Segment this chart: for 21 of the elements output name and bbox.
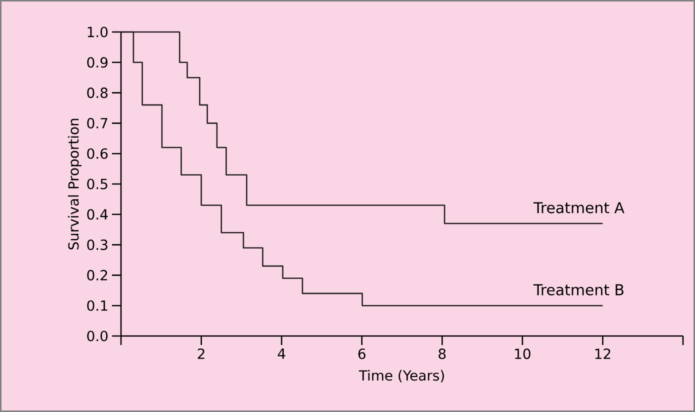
x-tick-label: 6 bbox=[358, 348, 366, 360]
x-tick-label: 4 bbox=[278, 348, 286, 359]
x-tick-label: 12 bbox=[595, 348, 610, 359]
x-tick-label: 8 bbox=[438, 348, 446, 360]
y-tick-label: 0.6 bbox=[87, 148, 108, 159]
y-tick-label: 0.0 bbox=[87, 330, 108, 342]
y-axis-title: Survival Proportion bbox=[68, 118, 82, 250]
y-tick-label: 1.0 bbox=[88, 26, 108, 38]
x-tick-label: 2 bbox=[198, 348, 204, 359]
y-tick-label: 0.5 bbox=[87, 178, 108, 190]
y-tick-label: 0.3 bbox=[87, 240, 108, 250]
x-axis-title: Time (Years) bbox=[358, 370, 444, 382]
y-tick-label: 0.8 bbox=[87, 88, 108, 98]
y-tick-label: 0.4 bbox=[87, 209, 108, 220]
y-tick-label: 0.2 bbox=[87, 270, 108, 280]
y-tick-label: 0.1 bbox=[87, 300, 108, 311]
series-label: Treatment A bbox=[533, 202, 624, 214]
series-label: Treatment B bbox=[533, 284, 624, 296]
x-tick-label: 10 bbox=[515, 348, 530, 360]
y-tick-label: 0.7 bbox=[87, 118, 108, 128]
y-tick-label: 0.9 bbox=[87, 57, 108, 68]
